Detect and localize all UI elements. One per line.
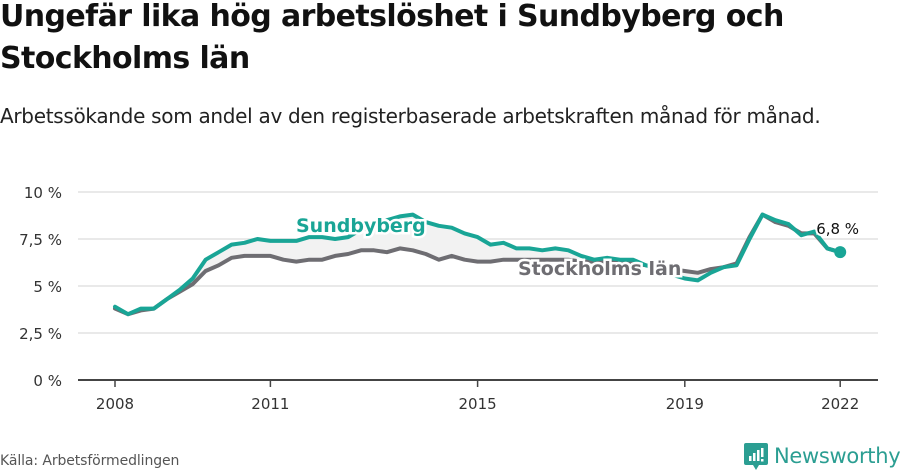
- x-tick-label: 2008: [96, 395, 134, 413]
- brand-name: Newsworthy: [774, 444, 900, 468]
- y-tick-label: 5 %: [33, 278, 62, 296]
- y-tick-label: 10 %: [24, 184, 62, 202]
- sundbyberg-label: Sundbyberg: [296, 215, 426, 237]
- y-tick-label: 7,5 %: [19, 231, 62, 249]
- brand-logo[interactable]: Newsworthy: [744, 441, 900, 471]
- chart-title: Ungefär lika hög arbetslöshet i Sundbybe…: [0, 0, 784, 76]
- x-tick-label: 2011: [251, 395, 289, 413]
- end-value-label: 6,8 %: [816, 220, 859, 238]
- chart-subtitle: Arbetssökande som andel av den registerb…: [0, 104, 821, 128]
- line-chart: 0 % 2,5 % 5 % 7,5 % 10 % 2008 2011 2015 2019 202…: [19, 184, 878, 413]
- y-tick-label: 0 %: [33, 372, 62, 390]
- bar-chart-speech-bubble-icon: [744, 443, 768, 470]
- x-axis-labels: 2008 2011 2015 2019 2022: [96, 380, 859, 413]
- endpoint-marker: [834, 246, 847, 259]
- x-tick-label: 2019: [666, 395, 704, 413]
- stockholm-label: Stockholms län: [518, 258, 681, 280]
- y-tick-label: 2,5 %: [19, 325, 62, 343]
- x-tick-label: 2022: [821, 395, 859, 413]
- sundbyberg-line: [113, 212, 843, 317]
- y-axis-labels: 0 % 2,5 % 5 % 7,5 % 10 %: [19, 184, 62, 390]
- x-tick-label: 2015: [459, 395, 497, 413]
- source-note: Källa: Arbetsförmedlingen: [0, 453, 180, 469]
